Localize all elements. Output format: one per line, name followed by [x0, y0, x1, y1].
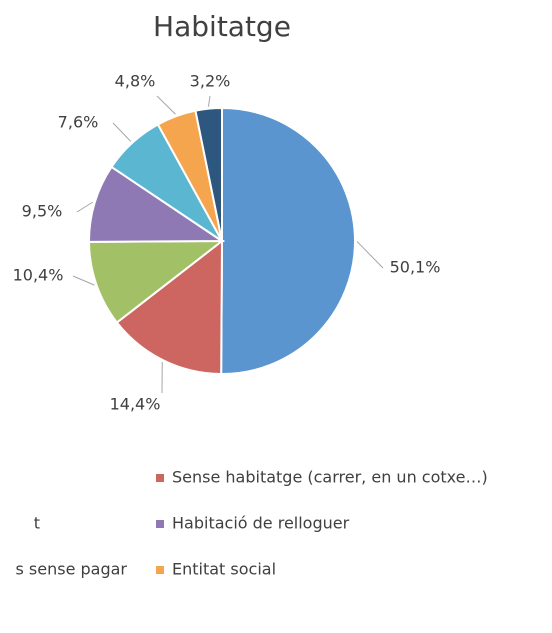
legend-label: t	[34, 514, 40, 533]
pie-slice	[88, 165, 226, 243]
leader-line	[207, 95, 211, 107]
legend-marker	[156, 520, 164, 528]
leader-line	[356, 241, 384, 269]
pie-slice	[194, 106, 223, 242]
pie-slice	[220, 106, 357, 375]
data-label: 9,5%	[22, 202, 63, 221]
legend-marker	[156, 566, 164, 574]
data-label: 4,8%	[115, 72, 156, 91]
leader-line	[76, 201, 93, 213]
data-label: 50,1%	[390, 258, 441, 277]
legend-label: s sense pagar	[15, 560, 127, 579]
leader-line	[156, 95, 176, 115]
data-label: 3,2%	[190, 72, 231, 91]
legend-label: Sense habitatge (carrer, en un cotxe…)	[172, 468, 488, 487]
legend-label: Habitació de relloguer	[172, 514, 350, 533]
pie-slice	[115, 238, 224, 376]
data-label: 14,4%	[110, 395, 161, 414]
data-label: 7,6%	[58, 113, 99, 132]
pie-slice	[87, 239, 225, 324]
legend-label: Entitat social	[172, 560, 276, 579]
leader-line	[72, 275, 95, 286]
data-label: 10,4%	[13, 266, 64, 285]
chart-title: Habitatge	[153, 10, 291, 43]
legend-marker	[156, 474, 164, 482]
leader-line	[112, 122, 132, 142]
